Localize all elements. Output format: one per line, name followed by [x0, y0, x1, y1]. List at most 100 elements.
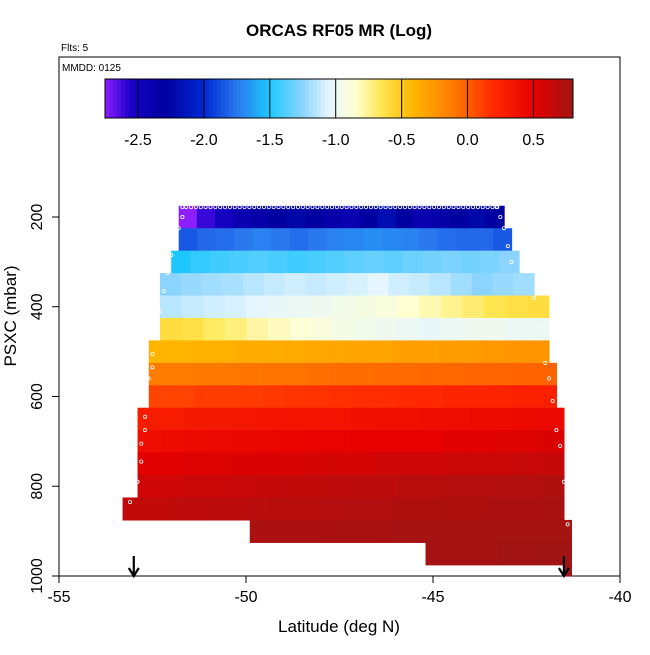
- colorbar-swatch: [433, 79, 438, 118]
- colorbar-swatch: [277, 79, 282, 118]
- heatmap-cell: [268, 317, 291, 342]
- track-point: [252, 205, 257, 210]
- heatmap-cell: [122, 497, 148, 521]
- track-point: [456, 205, 461, 210]
- colorbar-swatch: [405, 79, 410, 118]
- heatmap-cell: [161, 452, 186, 476]
- track-point: [354, 205, 359, 210]
- heatmap-cell: [327, 475, 352, 499]
- heatmap-cell: [184, 407, 210, 431]
- heatmap-cell: [462, 317, 485, 342]
- heatmap-cell: [505, 317, 528, 342]
- flight-arrow-head: [557, 567, 570, 579]
- colorbar-swatch: [385, 79, 390, 118]
- colorbar-swatch: [541, 79, 546, 118]
- heatmap-cell: [356, 519, 394, 543]
- heatmap-cell: [526, 340, 550, 364]
- heatmap-cell: [465, 497, 491, 521]
- heatmap-cell: [305, 205, 324, 229]
- heatmap-cell: [398, 407, 423, 431]
- heatmap-cell: [445, 407, 470, 431]
- heatmap-cell: [492, 452, 518, 476]
- colorbar-tick-label: -1.0: [322, 132, 350, 149]
- heatmap-cell: [348, 340, 372, 364]
- heatmap-cell: [224, 295, 248, 319]
- heatmap-cell: [464, 519, 501, 543]
- heatmap-cell: [289, 317, 312, 342]
- colorbar-swatch: [293, 79, 298, 118]
- heatmap-cell: [252, 228, 272, 252]
- colorbar-swatch: [417, 79, 422, 118]
- heatmap-cell: [488, 385, 512, 409]
- track-point: [157, 309, 162, 314]
- track-point: [407, 205, 412, 210]
- colorbar-swatch: [461, 79, 466, 118]
- colorbar-swatch: [557, 79, 562, 118]
- colorbar-tick-label: -2.0: [190, 132, 218, 149]
- heatmap-cell: [303, 407, 328, 431]
- heatmap-cell: [246, 295, 269, 319]
- heatmap-cell: [327, 407, 352, 431]
- heatmap-cell: [490, 497, 516, 521]
- heatmap-cell: [485, 205, 505, 229]
- heatmap-cell: [325, 250, 346, 274]
- heatmap-cell: [539, 497, 565, 521]
- heatmap-cell: [419, 295, 442, 319]
- heatmap-cell: [321, 519, 358, 543]
- colorbar-swatch: [561, 79, 566, 118]
- heatmap-cell: [484, 295, 507, 319]
- heatmap-cell: [367, 497, 393, 521]
- colorbar-swatch: [509, 79, 514, 118]
- track-point: [441, 205, 446, 210]
- track-point: [565, 522, 570, 527]
- heatmap-cell: [445, 475, 470, 499]
- track-point: [300, 205, 305, 210]
- colorbar-swatch: [273, 79, 278, 118]
- heatmap-cell: [492, 273, 514, 297]
- heatmap-cell: [311, 317, 334, 342]
- heatmap-cell: [511, 362, 535, 386]
- colorbar-swatch: [289, 79, 294, 118]
- colorbar-swatch: [245, 79, 250, 118]
- track-point: [247, 205, 252, 210]
- heatmap-cell: [461, 542, 500, 566]
- heatmap-cell: [371, 340, 394, 364]
- heatmap-cell: [259, 340, 283, 364]
- heatmap-cell: [345, 250, 366, 274]
- heatmap-cell: [137, 452, 162, 476]
- track-point: [546, 376, 551, 381]
- heatmap-cell: [203, 317, 226, 342]
- heatmap-cell: [216, 362, 240, 386]
- colorbar-swatch: [537, 79, 542, 118]
- colorbar-swatch: [321, 79, 326, 118]
- heatmap-cell: [499, 519, 537, 543]
- heatmap-cell: [279, 452, 304, 476]
- track-point: [150, 365, 155, 370]
- colorbar-swatch: [569, 79, 574, 118]
- heatmap-cell: [229, 250, 250, 274]
- colorbar-swatch: [229, 79, 234, 118]
- heatmap-cell: [246, 317, 269, 342]
- track-point: [172, 241, 177, 246]
- heatmap-cell: [425, 542, 463, 566]
- heatmap-cell: [148, 340, 172, 364]
- heatmap-cell: [215, 228, 235, 252]
- heatmap-cell: [332, 317, 356, 342]
- colorbar-swatch: [129, 79, 134, 118]
- colorbar-swatch: [545, 79, 550, 118]
- heatmap-cell: [397, 317, 420, 342]
- colorbar-swatch: [305, 79, 310, 118]
- heatmap-cell: [505, 295, 528, 319]
- colorbar-swatch: [517, 79, 522, 118]
- heatmap-cell: [287, 205, 306, 229]
- track-point: [161, 289, 166, 294]
- heatmap-cell: [222, 273, 244, 297]
- heatmap-cell: [161, 430, 186, 454]
- track-point: [189, 205, 194, 210]
- colorbar-swatch: [285, 79, 290, 118]
- heatmap-cell: [232, 205, 252, 229]
- heatmap-cell: [462, 295, 485, 319]
- colorbar-swatch: [261, 79, 266, 118]
- heatmap-cell: [249, 519, 287, 543]
- track-point: [184, 205, 189, 210]
